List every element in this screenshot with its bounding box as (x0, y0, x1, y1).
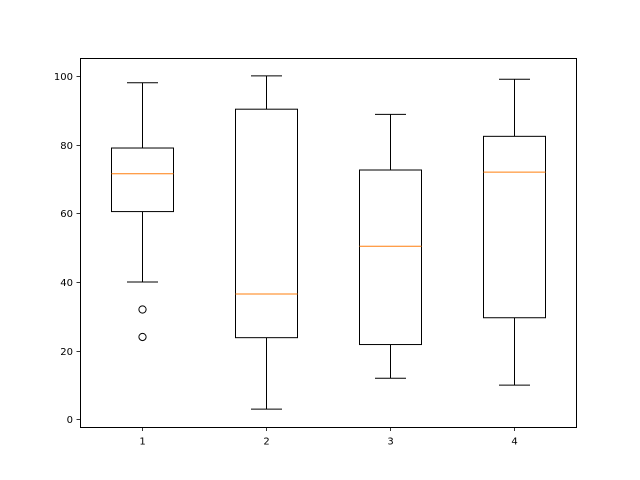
box-group-4 (483, 78, 546, 386)
box-group-1 (111, 82, 174, 342)
box-group-2 (235, 75, 298, 410)
iqr-box (235, 108, 298, 339)
y-tick-label: 100 (54, 72, 73, 83)
y-tick-label: 0 (67, 415, 73, 426)
y-tick-label: 40 (60, 278, 73, 289)
iqr-box (359, 169, 422, 346)
box-group-3 (359, 113, 422, 379)
x-tick-label: 1 (139, 437, 145, 448)
axes-frame (80, 58, 577, 428)
y-axis: 0 20 40 60 80 100 (54, 72, 80, 426)
plot-area (111, 75, 546, 410)
y-tick-label: 20 (60, 347, 73, 358)
iqr-box (111, 147, 174, 213)
y-tick-label: 60 (60, 209, 73, 220)
outlier-point (138, 305, 147, 314)
x-tick-label: 4 (511, 437, 517, 448)
x-axis: 1 2 3 4 (139, 427, 518, 448)
y-tick-label: 80 (60, 141, 73, 152)
x-tick-label: 3 (387, 437, 393, 448)
x-tick-label: 2 (263, 437, 269, 448)
outlier-point (138, 332, 147, 342)
iqr-box (483, 135, 546, 319)
